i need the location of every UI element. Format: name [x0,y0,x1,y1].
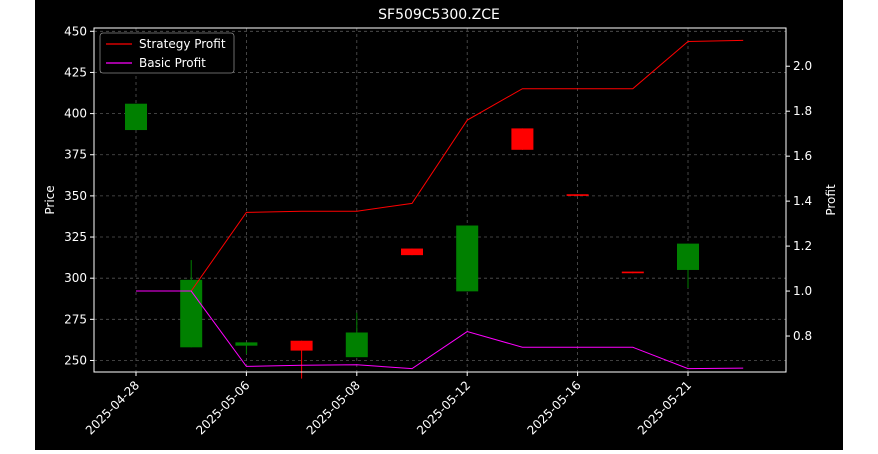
plot-frame [93,27,787,373]
x-tick-label: 2025-05-21 [635,378,694,437]
y-left-tick-label: 300 [64,271,87,285]
y-axis-left-label: Price [43,185,57,214]
candle-body [290,340,313,351]
profit-lines [136,39,744,370]
y-left-tick-label: 375 [64,148,87,162]
candle-body [456,225,479,292]
series-line-strategy-profit [136,39,744,292]
y-left-tick-label: 325 [64,230,87,244]
candle-body [677,243,699,270]
candle-body [235,342,258,346]
candle-body [511,128,534,150]
x-tick-label: 2025-05-06 [193,378,252,437]
y-right-tick-label: 1.4 [793,194,812,208]
y-left-tick-label: 400 [64,107,87,121]
y-left-tick-label: 450 [64,24,87,38]
candles [125,103,699,379]
y-right-tick-label: 1.2 [793,239,812,253]
y-left-tick-label: 250 [64,353,87,367]
chart-axes: 250 275 300 325 350 375 400 425 450 0.8 1.0 1.2 1.4 1… [64,24,812,437]
legend-box [99,32,235,74]
y-right-tick-label: 1.6 [793,149,812,163]
legend-entry-label: Basic Profit [139,56,206,70]
chart-legend: Strategy Profit Basic Profit [99,32,235,74]
candle-body [180,279,203,348]
x-tick-label: 2025-05-16 [525,378,584,437]
chart-grid [94,28,786,372]
candle-body [566,194,589,196]
y-right-tick-label: 0.8 [793,329,812,343]
y-axis-right-label: Profit [824,184,838,216]
candle-body [621,271,644,274]
chart-svg: SF509C5300.ZCE Price Profit 250 275 300 325… [43,7,838,437]
x-tick-label: 2025-04-28 [83,378,142,437]
series-line-basic-profit [136,290,744,370]
y-left-tick-label: 350 [64,189,87,203]
y-right-tick-label: 1.0 [793,284,812,298]
candle-body [345,332,368,358]
chart-title: SF509C5300.ZCE [378,7,500,23]
legend-entry-label: Strategy Profit [139,37,226,51]
candle-body [401,248,423,256]
candle-body [125,103,147,131]
y-right-tick-label: 2.0 [793,59,812,73]
y-left-tick-label: 425 [64,65,87,79]
x-tick-label: 2025-05-08 [304,378,363,437]
y-left-tick-label: 275 [64,312,87,326]
x-tick-label: 2025-05-12 [414,378,473,437]
y-right-tick-label: 1.8 [793,104,812,118]
chart-figure: SF509C5300.ZCE Price Profit 250 275 300 325… [35,0,843,450]
